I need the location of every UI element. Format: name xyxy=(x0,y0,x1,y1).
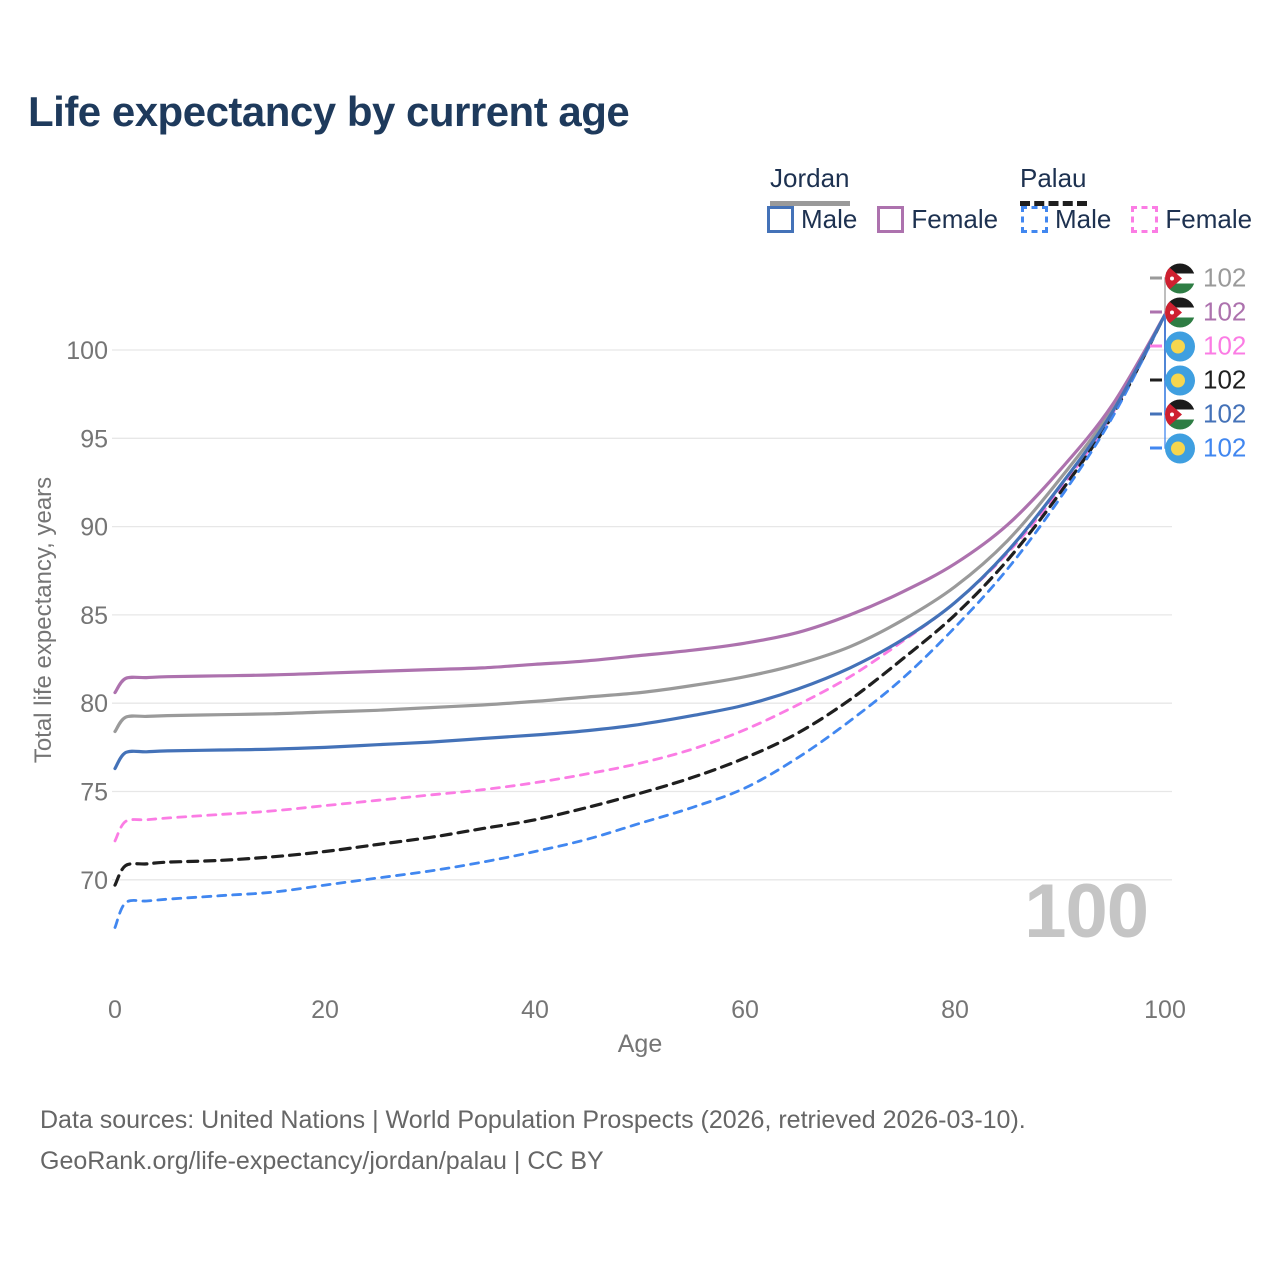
legend-swatch-jordan-female[interactable] xyxy=(877,206,905,233)
x-tick-0: 0 xyxy=(108,996,122,1024)
x-tick-40: 40 xyxy=(521,996,549,1024)
y-tick-90: 90 xyxy=(80,514,108,542)
y-tick-70: 70 xyxy=(80,867,108,895)
y-tick-100: 100 xyxy=(66,337,108,365)
series-line-palau-total xyxy=(113,313,1167,887)
legend-swatch-jordan-male[interactable] xyxy=(767,206,794,233)
palau-flag-icon xyxy=(1165,331,1195,361)
series-tick-palau-female xyxy=(1150,344,1162,348)
endpoint-row-jordan-female: 102 xyxy=(1150,297,1246,328)
y-tick-85: 85 xyxy=(80,602,108,630)
x-tick-100: 100 xyxy=(1144,996,1186,1024)
legend-swatch-palau-female[interactable] xyxy=(1131,206,1159,233)
age-counter-watermark: 100 xyxy=(1024,869,1149,954)
page-title: Life expectancy by current age xyxy=(28,88,630,135)
series-line-palau-female xyxy=(113,313,1167,843)
legend-label-jordan-female[interactable]: Female xyxy=(911,204,999,234)
series-tick-palau-male xyxy=(1150,446,1162,450)
endpoint-row-palau-female: 102 xyxy=(1150,331,1246,362)
legend-row-palau: Male Female xyxy=(1021,204,1272,235)
legend-country-jordan[interactable]: Jordan xyxy=(770,163,850,206)
jordan-flag-icon xyxy=(1165,263,1195,293)
y-tick-95: 95 xyxy=(80,425,108,453)
jordan-flag-icon xyxy=(1165,297,1195,327)
data-source-line: Data sources: United Nations | World Pop… xyxy=(40,1106,1026,1134)
y-axis-title: Total life expectancy, years xyxy=(30,476,57,764)
series-line-jordan-female xyxy=(113,313,1167,695)
y-tick-80: 80 xyxy=(80,690,108,718)
endpoint-value-palau-female: 102 xyxy=(1203,330,1247,361)
palau-flag-icon xyxy=(1165,433,1195,463)
endpoint-value-palau-male: 102 xyxy=(1203,432,1247,463)
endpoint-value-jordan-female: 102 xyxy=(1203,296,1247,327)
endpoint-row-jordan-total: 102 xyxy=(1150,263,1246,294)
endpoint-value-palau-total: 102 xyxy=(1203,364,1247,395)
legend-country-palau[interactable]: Palau xyxy=(1020,163,1087,206)
palau-flag-icon xyxy=(1165,365,1195,395)
endpoint-row-jordan-male: 102 xyxy=(1150,399,1246,430)
y-tick-75: 75 xyxy=(80,779,108,807)
series-line-palau-male xyxy=(113,313,1167,929)
series-line-jordan-total xyxy=(113,313,1167,734)
jordan-flag-icon xyxy=(1165,399,1195,429)
series-tick-palau-total xyxy=(1150,378,1162,382)
x-tick-60: 60 xyxy=(731,996,759,1024)
series-tick-jordan-female xyxy=(1150,310,1162,314)
x-tick-20: 20 xyxy=(311,996,339,1024)
endpoint-value-jordan-male: 102 xyxy=(1203,398,1247,429)
legend-row-jordan: Male Female xyxy=(767,204,1018,235)
x-tick-80: 80 xyxy=(941,996,969,1024)
attribution-line: GeoRank.org/life-expectancy/jordan/palau… xyxy=(40,1147,604,1175)
endpoint-row-palau-total: 102 xyxy=(1150,365,1246,396)
endpoint-row-palau-male: 102 xyxy=(1150,433,1246,464)
series-line-jordan-male xyxy=(113,313,1167,771)
legend-swatch-palau-male[interactable] xyxy=(1021,206,1048,233)
legend-label-palau-female[interactable]: Female xyxy=(1165,204,1253,234)
legend-label-palau-male[interactable]: Male xyxy=(1055,204,1112,234)
series-tick-jordan-male xyxy=(1150,412,1162,416)
legend-label-jordan-male[interactable]: Male xyxy=(801,204,858,234)
x-axis-title: Age xyxy=(617,1030,663,1058)
endpoint-value-jordan-total: 102 xyxy=(1203,262,1247,293)
series-tick-jordan-total xyxy=(1150,276,1162,280)
